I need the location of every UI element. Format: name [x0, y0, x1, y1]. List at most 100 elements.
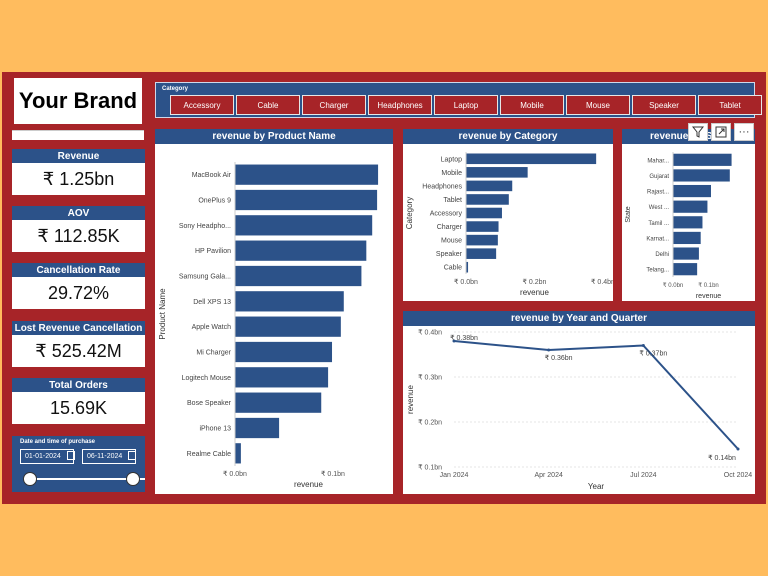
x-tick-label: Oct 2024: [724, 472, 753, 479]
slicer-item-tablet[interactable]: Tablet: [698, 95, 762, 115]
data-label: ₹ 0.14bn: [708, 454, 736, 462]
state-revenue-chart: Mahar... Gujarat Rajast... West ... Tamil ..…: [625, 152, 732, 300]
category-label: Mouse: [441, 238, 462, 245]
bar-3: [466, 194, 509, 205]
kpi-aov: AOV ₹ 112.85K: [12, 206, 145, 252]
category-revenue-chart: Laptop Mobile Headphones Tablet Accessory Cha…: [405, 152, 613, 297]
bar-3: [235, 240, 367, 261]
kpi-value: ₹ 112.85K: [37, 225, 120, 246]
data-label: ₹ 0.38bn: [450, 334, 478, 342]
category-label: Bose Speaker: [187, 400, 232, 407]
bar-4: [673, 216, 703, 229]
bar-7: [673, 263, 698, 276]
x-tick-label: ₹ 0.2bn: [523, 278, 547, 286]
category-label: Accessory: [430, 211, 463, 218]
category-label: Samsung Gala...: [179, 274, 231, 281]
filter-icon[interactable]: [688, 123, 708, 141]
x-tick-label: Jan 2024: [440, 472, 469, 479]
bar-3: [673, 200, 708, 213]
y-tick-label: ₹ 0.4bn: [418, 329, 442, 337]
slicer-item-charger[interactable]: Charger: [302, 95, 366, 115]
focus-mode-icon[interactable]: [711, 123, 731, 141]
data-point-0: [452, 339, 456, 343]
kpi-value: 29.72%: [47, 282, 110, 303]
category-label: Realme Cable: [187, 451, 231, 458]
category-label: HP Pavilion: [195, 248, 231, 255]
more-options-icon[interactable]: ···: [734, 123, 754, 141]
bar-0: [235, 164, 379, 185]
data-label: ₹ 0.36bn: [545, 354, 573, 362]
category-label: West ...: [649, 205, 670, 211]
x-axis-title: revenue: [696, 293, 721, 300]
x-tick-label: Apr 2024: [534, 472, 563, 479]
chart-title: revenue by Year and Quarter: [403, 311, 755, 326]
category-label: Mi Charger: [196, 350, 231, 357]
category-label: Headphones: [422, 183, 462, 190]
date-range-end-handle[interactable]: [126, 472, 140, 486]
bar-9: [235, 392, 322, 413]
kpi-total-orders: Total Orders 15.69K: [12, 378, 145, 424]
product-chart-card: revenue by Product Name MacBook Air OnePl…: [155, 129, 393, 494]
data-point-1: [547, 348, 551, 352]
date-slicer: Date and time of purchase 01-01-2024 06-…: [12, 436, 145, 492]
bar-2: [235, 215, 373, 236]
kpi-revenue: Revenue ₹ 1.25bn: [12, 149, 145, 195]
slicer-item-cable[interactable]: Cable: [236, 95, 300, 115]
kpi-label: Lost Revenue Cancellation: [12, 321, 145, 335]
bar-6: [235, 316, 341, 337]
bar-4: [466, 207, 502, 219]
bar-4: [235, 265, 362, 287]
date-range-track[interactable]: [30, 478, 145, 480]
x-axis-title: revenue: [520, 288, 549, 297]
category-label: Speaker: [436, 251, 463, 258]
bar-5: [673, 231, 701, 245]
calendar-icon[interactable]: [128, 451, 136, 460]
slicer-item-mobile[interactable]: Mobile: [500, 95, 564, 115]
revenue-line: [453, 340, 739, 450]
start-date-input[interactable]: 01-01-2024: [20, 449, 74, 464]
bar-1: [235, 189, 378, 211]
category-chart-card: revenue by Category Laptop Mobile Headphon…: [403, 129, 613, 301]
bar-11: [235, 443, 241, 464]
category-label: Dell XPS 13: [193, 299, 231, 306]
bar-8: [235, 367, 329, 388]
category-label: Mahar...: [647, 158, 669, 164]
x-tick-label: ₹ 0.4bn: [591, 278, 613, 286]
slicer-buttons: Accessory Cable Charger Headphones Laptop Mob…: [170, 95, 762, 115]
brand-divider: [12, 130, 144, 140]
slicer-item-mouse[interactable]: Mouse: [566, 95, 630, 115]
bar-1: [673, 169, 730, 182]
y-tick-label: ₹ 0.2bn: [418, 419, 442, 427]
quarter-revenue-chart: ₹ 0.4bn ₹ 0.3bn ₹ 0.2bn ₹ 0.1bn ₹ 0.38bn Jan …: [406, 329, 753, 492]
quarter-chart-card: revenue by Year and Quarter ₹ 0.4bn ₹ 0.3…: [403, 311, 755, 494]
x-tick-label: Jul 2024: [630, 472, 657, 479]
date-range-start-handle[interactable]: [23, 472, 37, 486]
x-tick-label: ₹ 0.1bn: [698, 282, 719, 289]
data-point-3: [736, 447, 740, 451]
kpi-label: Cancellation Rate: [12, 263, 145, 277]
date-slicer-title: Date and time of purchase: [20, 439, 96, 445]
bar-1: [466, 167, 528, 178]
slicer-item-headphones[interactable]: Headphones: [368, 95, 432, 115]
slicer-item-speaker[interactable]: Speaker: [632, 95, 696, 115]
bar-2: [466, 180, 513, 192]
chart-title: revenue by Category: [403, 129, 613, 144]
kpi-label: Revenue: [12, 149, 145, 163]
slicer-title: Category: [162, 86, 189, 92]
calendar-icon[interactable]: [67, 451, 75, 460]
category-label: MacBook Air: [192, 172, 232, 179]
slicer-item-accessory[interactable]: Accessory: [170, 95, 234, 115]
x-axis-title: revenue: [294, 480, 323, 489]
x-axis-title: Year: [588, 482, 605, 491]
x-tick-label: ₹ 0.1bn: [321, 470, 345, 478]
bar-0: [466, 153, 597, 165]
x-tick-label: ₹ 0.0bn: [663, 282, 684, 289]
category-label: Delhi: [655, 252, 669, 258]
slicer-item-laptop[interactable]: Laptop: [434, 95, 498, 115]
category-label: Mobile: [441, 170, 462, 177]
category-label: iPhone 13: [199, 426, 231, 433]
category-label: Cable: [444, 265, 462, 272]
category-label: Tamil ...: [648, 221, 669, 227]
y-tick-label: ₹ 0.1bn: [418, 464, 442, 472]
bar-8: [466, 261, 469, 273]
